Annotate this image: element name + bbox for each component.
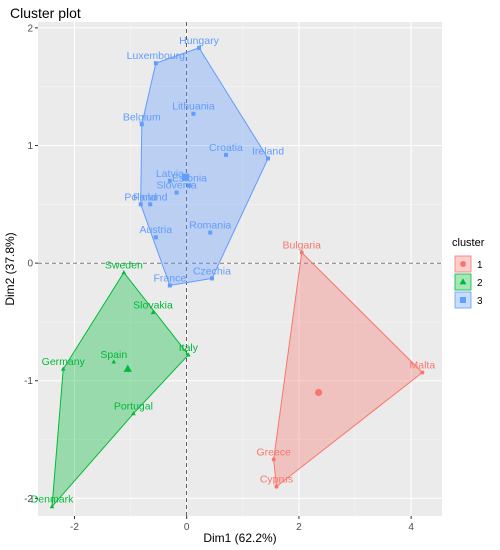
cluster-2-point <box>131 411 136 416</box>
cluster-3-hull <box>140 47 269 287</box>
cluster-3-point <box>174 190 179 195</box>
cluster-2-point-label: Spain <box>100 349 127 361</box>
axes: -2 0 2 4 -2 -1 0 1 2 <box>24 23 414 533</box>
cluster-3-point-label: Poland <box>124 191 157 203</box>
cluster-2-point <box>186 352 191 357</box>
cluster-3-point-label: Belgium <box>123 111 161 123</box>
cluster-1-point-label: Cyprus <box>260 474 293 486</box>
cluster-3-point <box>209 276 214 281</box>
cluster-2-point-label: Italy <box>179 342 199 354</box>
y-tick-label: 0 <box>27 259 33 270</box>
cluster-1-point-label: Greece <box>256 447 291 459</box>
cluster-3-point <box>148 202 153 207</box>
cluster-3-point <box>266 156 271 161</box>
cluster-2-centroid <box>123 364 132 372</box>
cluster-2-point <box>150 310 156 315</box>
cluster-3-point <box>153 61 158 66</box>
legend-marker-1 <box>460 261 466 267</box>
y-axis-label: Dim2 (37.8%) <box>3 232 17 305</box>
cluster-1-point <box>271 457 276 462</box>
cluster-2-point <box>60 366 66 371</box>
x-tick-label: -2 <box>70 522 79 533</box>
cluster-1-point <box>274 484 279 489</box>
cluster-3-point-label: Slovenia <box>156 180 196 192</box>
cluster-3-point <box>139 122 144 127</box>
cluster-1-point-label: Malta <box>410 360 436 372</box>
cluster-3-point <box>167 178 172 183</box>
legend-marker-2 <box>459 278 467 285</box>
cluster-2-point <box>121 270 127 275</box>
cluster-3-point <box>138 202 143 207</box>
legend-label-1: 1 <box>477 260 483 271</box>
chart-title: Cluster plot <box>10 5 81 21</box>
cluster-2-hull <box>51 271 190 509</box>
cluster-3-point <box>191 111 196 116</box>
cluster-2-point-label: Denmark <box>31 494 74 506</box>
cluster-3-point <box>167 283 172 288</box>
cluster-3-point-label: Finland <box>133 191 168 203</box>
data-points <box>49 45 425 509</box>
cluster-1-point <box>299 250 304 255</box>
cluster-3-point-label: France <box>154 272 187 284</box>
cluster-2-point-label: Slovakia <box>133 300 173 312</box>
plot-panel <box>38 22 442 516</box>
cluster-3-point-label: Hungary <box>179 35 219 47</box>
cluster-2-point-label: Sweden <box>105 260 143 272</box>
x-axis-label: Dim1 (62.2%) <box>203 531 276 545</box>
point-labels: Bulgaria Malta Greece Cyprus Sweden Slovakia I… <box>31 35 436 506</box>
cluster-3-point <box>187 183 192 188</box>
legend-marker-3 <box>460 297 466 303</box>
legend-label-3: 3 <box>477 296 483 307</box>
cluster-hulls <box>51 47 424 509</box>
y-tick-label: -2 <box>24 494 33 505</box>
legend-label-2: 2 <box>477 278 483 289</box>
y-tick-label: 2 <box>27 23 33 34</box>
cluster-3-centroid <box>181 173 190 181</box>
cluster-2-point <box>49 504 55 509</box>
legend: cluster 1 2 3 <box>452 237 485 309</box>
legend-title: cluster <box>452 237 485 249</box>
cluster-3-point <box>197 45 202 50</box>
cluster-1-centroid <box>314 388 323 397</box>
cluster-2-point-label: Germany <box>42 356 86 368</box>
cluster-3-point <box>153 235 158 240</box>
cluster-3-point-label: Latvia <box>156 168 184 180</box>
y-tick-label: -1 <box>24 376 33 387</box>
gridlines <box>38 22 442 516</box>
cluster-3-point-label: Croatia <box>209 142 243 154</box>
cluster-3-point-label: Austria <box>139 224 172 236</box>
x-tick-label: 4 <box>408 522 414 533</box>
cluster-1-point <box>420 370 425 375</box>
cluster-3-point-label: Luxembourg <box>127 50 186 62</box>
x-tick-label: 2 <box>296 522 302 533</box>
cluster-3-point <box>208 230 213 235</box>
cluster-3-point <box>223 152 228 157</box>
y-tick-label: 1 <box>27 141 33 152</box>
cluster-1-point-label: Bulgaria <box>282 240 321 252</box>
cluster-3-point-label: Lithuania <box>172 101 215 113</box>
x-tick-label: 0 <box>184 522 190 533</box>
cluster-3-point-label: Estonia <box>172 172 207 184</box>
cluster-3-point-label: Ireland <box>252 145 284 157</box>
cluster-3-point-label: Czechia <box>193 265 231 277</box>
cluster-3-point-label: Romania <box>189 220 231 232</box>
cluster-2-point <box>111 359 117 364</box>
cluster-2-point-label: Portugal <box>114 401 153 413</box>
